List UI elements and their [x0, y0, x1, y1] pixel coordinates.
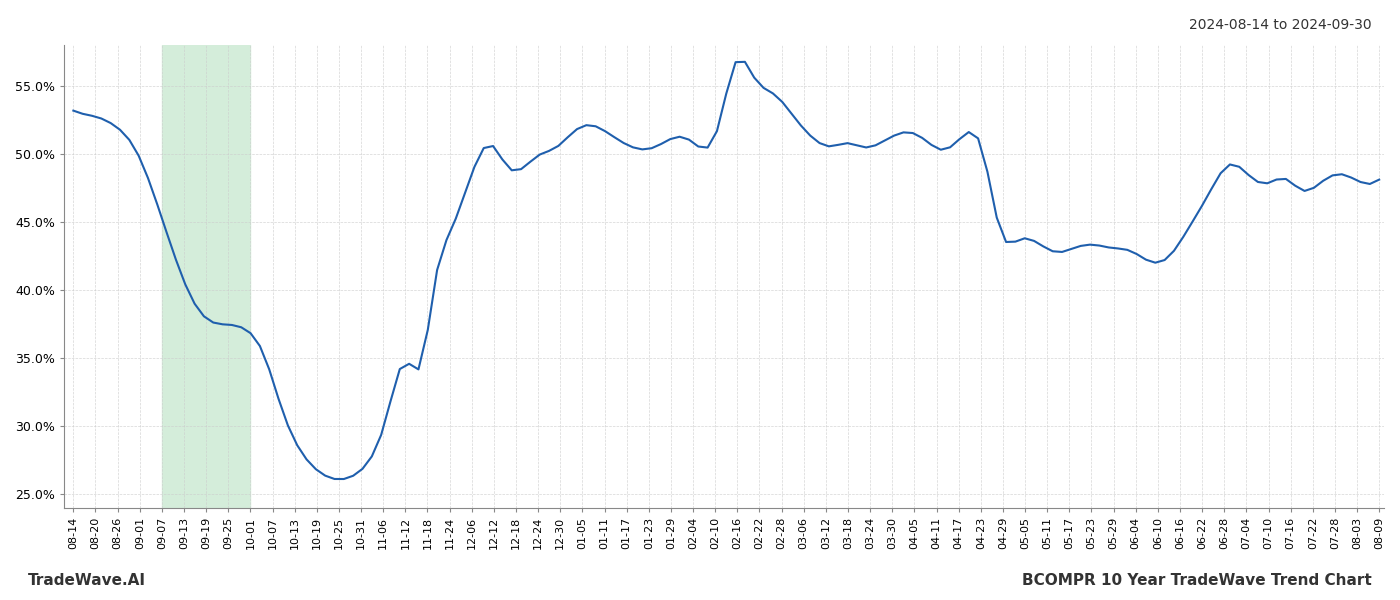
Text: TradeWave.AI: TradeWave.AI — [28, 573, 146, 588]
Text: 2024-08-14 to 2024-09-30: 2024-08-14 to 2024-09-30 — [1190, 18, 1372, 32]
Text: BCOMPR 10 Year TradeWave Trend Chart: BCOMPR 10 Year TradeWave Trend Chart — [1022, 573, 1372, 588]
Bar — [162, 45, 251, 508]
